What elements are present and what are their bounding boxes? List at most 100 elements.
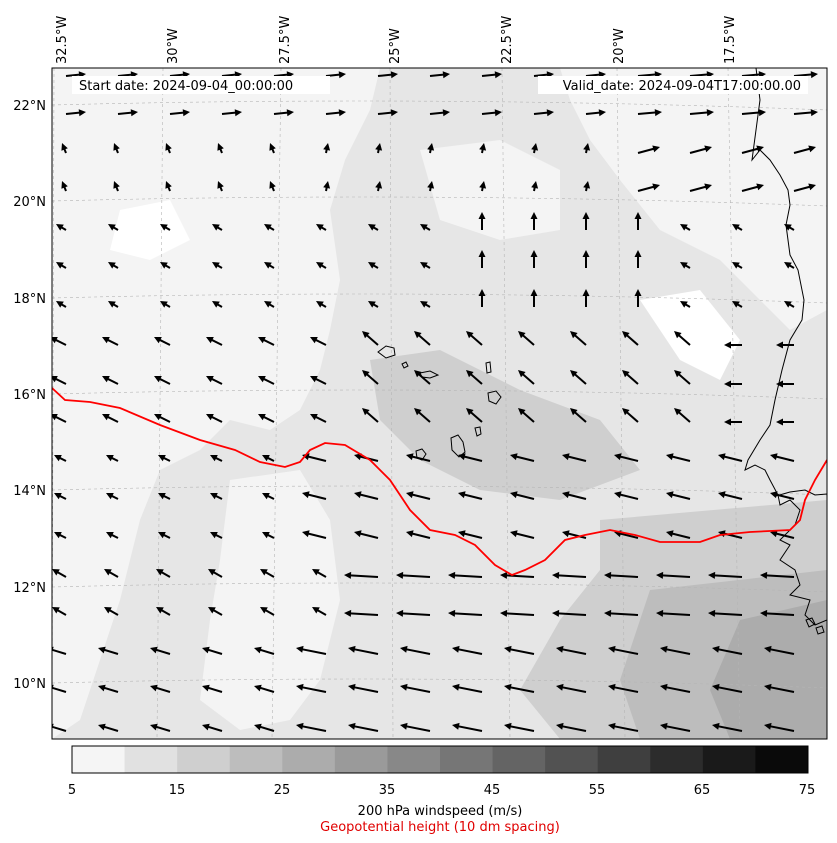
wind-vector-shaft <box>399 612 431 616</box>
wind-vector-shaft <box>559 685 587 693</box>
map-frame <box>51 67 828 740</box>
lat-label: 14°N <box>13 484 46 499</box>
wind-vector-shaft <box>659 612 691 616</box>
wind-vector-head <box>52 569 60 576</box>
wind-vector-head <box>400 683 408 691</box>
wind-vector-head <box>504 645 512 653</box>
wind-vector-shaft <box>611 647 639 655</box>
wind-vector-head <box>368 224 376 231</box>
header-start-box <box>72 76 330 94</box>
wind-vector-head <box>704 145 712 153</box>
wind-vector-head <box>400 722 408 730</box>
windspeed-shading <box>52 68 827 739</box>
wind-vector-head <box>396 571 404 579</box>
wind-vector-head <box>732 262 740 269</box>
wind-vector-head <box>674 408 682 416</box>
wind-vector-head <box>264 262 272 269</box>
wind-vector-head <box>414 408 422 416</box>
lon-label: 22.5°W <box>500 16 515 64</box>
wind-vector-head <box>504 722 512 730</box>
wind-vector-shaft <box>617 455 639 462</box>
wind-vector-head <box>442 71 450 79</box>
wind-vector-head <box>362 331 370 339</box>
colorbar-segment <box>387 746 441 773</box>
wind-vector-shaft <box>617 532 639 539</box>
wind-vector-head <box>312 607 320 614</box>
wind-vector-head <box>160 262 168 269</box>
parallel-18n <box>52 293 827 304</box>
wind-vector-head <box>52 337 58 344</box>
wind-vector-head <box>156 569 164 576</box>
wind-vector-head <box>323 181 331 189</box>
wind-vector-shaft <box>455 685 483 693</box>
wind-vector-shaft <box>669 532 691 539</box>
wind-vector-head <box>546 109 554 117</box>
wind-vector-head <box>758 109 766 117</box>
wind-vector-head <box>634 289 642 296</box>
island-santiago <box>450 434 466 458</box>
wind-vector-head <box>54 455 62 462</box>
wind-vector-shaft <box>451 612 483 616</box>
wind-vector-head <box>756 145 764 153</box>
wind-vector-shaft <box>741 147 761 154</box>
wind-vector-shaft <box>409 532 431 539</box>
wind-vector-shaft <box>403 647 431 655</box>
wind-vector-shaft <box>305 493 327 500</box>
wind-vector-head <box>810 71 818 79</box>
wind-vector-head <box>518 331 526 339</box>
wind-vector-head <box>368 262 376 269</box>
windspeed-low-region-northeast <box>420 140 560 240</box>
wind-vector-head <box>54 532 62 539</box>
wind-vector-shaft <box>461 493 483 500</box>
wind-vector-head <box>108 301 116 308</box>
wind-vector-shaft <box>555 574 587 578</box>
wind-vector-head <box>570 370 578 378</box>
wind-vector-head <box>158 455 166 462</box>
wind-vector-shaft <box>741 73 763 77</box>
wind-vector-shaft <box>711 574 743 578</box>
wind-vector-head <box>732 224 740 231</box>
africa-coastline <box>744 68 827 626</box>
wind-vector-head <box>770 453 778 461</box>
wind-vector-head <box>390 71 398 79</box>
windspeed-low-region-central <box>200 470 340 730</box>
wind-vector-head <box>102 414 110 421</box>
wind-vector-head <box>113 181 120 189</box>
geopotential-height-contour <box>52 387 827 576</box>
wind-vector-head <box>583 181 591 189</box>
wind-vector-head <box>608 722 616 730</box>
wind-vector-head <box>760 609 768 617</box>
wind-vector-head <box>54 493 62 500</box>
colorbar-tick-label: 75 <box>799 783 816 798</box>
lat-label: 20°N <box>13 195 46 210</box>
wind-vector-head <box>552 571 560 579</box>
wind-vector-shaft <box>763 574 795 578</box>
colorbar-segment <box>702 746 756 773</box>
wind-vector-head <box>674 370 682 378</box>
wind-vector-head <box>202 684 210 692</box>
wind-vector-head <box>680 224 688 231</box>
wind-vector-head <box>206 414 214 421</box>
wind-vector-head <box>316 224 324 231</box>
wind-vector-head <box>427 143 435 151</box>
parallel-10n <box>52 678 827 689</box>
wind-vector-head <box>338 71 346 79</box>
wind-vector-shaft <box>767 685 795 693</box>
wind-vector-head <box>556 683 564 691</box>
wind-vector-shaft <box>351 647 379 655</box>
wind-vector-head <box>348 722 356 730</box>
wind-vector-head <box>212 262 220 269</box>
wind-vector-head <box>604 609 612 617</box>
wind-vector-head <box>562 530 570 538</box>
wind-vector-head <box>154 337 162 344</box>
wind-vector-head <box>98 684 106 692</box>
wind-vector-shaft <box>767 647 795 655</box>
wind-vector-head <box>375 143 383 151</box>
wind-vector-head <box>764 683 772 691</box>
wind-vector-head <box>634 212 642 219</box>
wind-vector-head <box>556 722 564 730</box>
wind-vector-head <box>208 569 216 576</box>
wind-vector-shaft <box>637 147 657 154</box>
wind-vector-shaft <box>461 455 483 462</box>
wind-vector-head <box>323 143 331 151</box>
